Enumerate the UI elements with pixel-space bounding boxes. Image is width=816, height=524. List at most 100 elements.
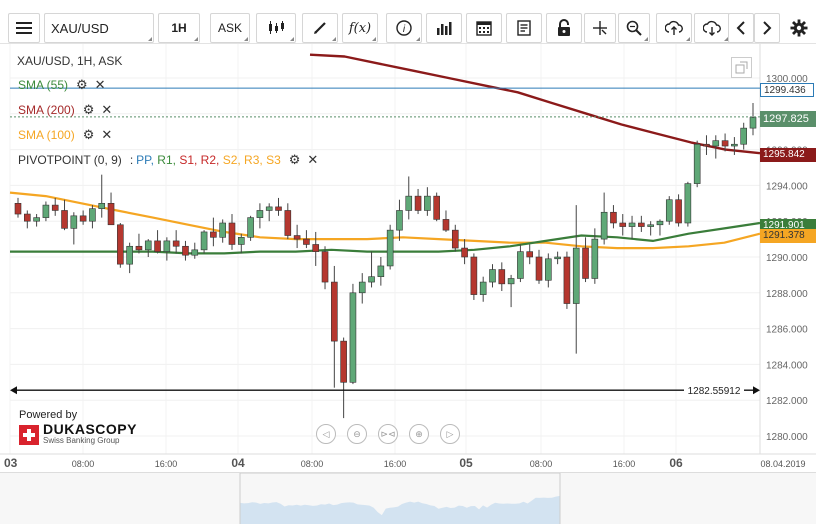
close-icon[interactable]: ✕ [101, 102, 113, 117]
candle-body [107, 203, 115, 226]
candle-body [461, 247, 468, 258]
candle-body [275, 206, 282, 211]
chart-title: XAU/USD, 1H, ASK [17, 54, 123, 68]
candle-body [517, 251, 524, 279]
indicators-button[interactable]: f(x) [342, 13, 378, 43]
indicator-sma55[interactable]: SMA (55) ⚙ ✕ [18, 77, 106, 93]
chart-type-button[interactable] [256, 13, 296, 43]
report-button[interactable] [506, 13, 542, 43]
close-icon[interactable]: ✕ [94, 77, 106, 92]
candle-body [79, 215, 87, 222]
settings-button[interactable] [786, 13, 812, 43]
gear-icon[interactable]: ⚙ [82, 102, 95, 117]
candle-body [386, 229, 394, 267]
candle-body [284, 210, 292, 236]
candle-body [656, 220, 664, 226]
menu-button[interactable] [8, 13, 40, 43]
settings-icon [790, 19, 808, 37]
x-tick-label: 06 [669, 456, 683, 470]
candle-body [237, 237, 245, 245]
fit-button[interactable]: ⊳⊲ [378, 424, 398, 444]
side-selector[interactable]: ASK [210, 13, 250, 43]
price-chart[interactable]: 1282.55912 1300.0001298.0001296.0001294.… [0, 44, 816, 524]
pivot-level-label: R1, [157, 153, 180, 167]
candle-body [535, 256, 543, 281]
zoom-icon [626, 20, 642, 36]
candle-body [331, 281, 338, 342]
gear-icon[interactable]: ⚙ [76, 77, 88, 92]
candle-body [684, 183, 692, 224]
sma100-line [9, 191, 761, 250]
crosshair-button[interactable] [584, 13, 616, 43]
scroll-left-button[interactable]: ◁ [316, 424, 336, 444]
prev-button[interactable] [728, 13, 754, 43]
y-tick-label: 1286.000 [766, 325, 808, 336]
candle-body [703, 143, 710, 147]
candle-body [126, 245, 133, 265]
candle-body [312, 244, 320, 252]
y-tick-label: 1284.000 [766, 360, 808, 371]
download-button[interactable] [694, 13, 730, 43]
x-tick-label: 08:00 [530, 459, 553, 469]
scroll-right-button[interactable]: ▷ [440, 424, 460, 444]
candle-body [479, 281, 487, 295]
zoom-in-button[interactable]: ⊕ [409, 424, 429, 444]
candle-body [424, 195, 431, 211]
indicator-sma100[interactable]: SMA (100) ⚙ ✕ [18, 127, 112, 143]
draw-tool-button[interactable] [302, 13, 338, 43]
x-tick-label: 04 [231, 456, 245, 470]
symbol-selector[interactable]: XAU/USD [44, 13, 154, 43]
zoom-out-icon: ⊖ [353, 428, 361, 439]
next-button[interactable] [754, 13, 780, 43]
indicator-pivotpoint[interactable]: PIVOTPOINT (0, 9) : PP, R1, S1, R2, S2, … [18, 152, 318, 168]
candle-body [154, 240, 161, 252]
candle-body [191, 249, 199, 256]
candle-body [321, 251, 329, 283]
zoom-button[interactable] [618, 13, 650, 43]
lock-button[interactable] [546, 13, 582, 43]
dukascopy-logo: DUKASCOPY Swiss Banking Group [19, 422, 137, 446]
navigator-strip[interactable] [0, 472, 816, 524]
menu-icon [16, 22, 32, 34]
low-label-bg [684, 383, 744, 397]
candle-body [349, 292, 357, 383]
x-tick-label: 16:00 [613, 459, 636, 469]
indicator-sma200[interactable]: SMA (200) ⚙ ✕ [18, 102, 112, 118]
calendar-button[interactable] [466, 13, 502, 43]
calendar-icon [476, 21, 492, 36]
gear-icon[interactable]: ⚙ [82, 127, 95, 142]
y-tick-label: 1294.000 [766, 181, 808, 192]
x-tick-label: 16:00 [384, 459, 407, 469]
gear-icon[interactable]: ⚙ [288, 152, 301, 167]
swiss-cross-icon [19, 424, 39, 445]
candle-body [247, 217, 254, 238]
y-tick-label: 1282.000 [766, 396, 808, 407]
candle-body [619, 222, 627, 227]
volume-button[interactable] [426, 13, 462, 43]
x-tick-label: 03 [4, 456, 18, 470]
upload-button[interactable] [656, 13, 692, 43]
candle-body [265, 206, 273, 211]
candle-body [610, 211, 617, 224]
expand-button[interactable] [731, 57, 752, 78]
candle-body [89, 208, 96, 222]
candle-body [545, 258, 552, 281]
chart-navigation: ◁ ⊖ ⊳⊲ ⊕ ▷ [316, 424, 471, 444]
info-button[interactable]: i [386, 13, 422, 43]
zoom-in-icon: ⊕ [415, 428, 423, 439]
candles [14, 103, 757, 419]
x-tick-label: 16:00 [155, 459, 178, 469]
candle-body [368, 276, 375, 283]
powered-by-text: Powered by [19, 409, 78, 421]
close-icon[interactable]: ✕ [307, 152, 319, 167]
candle-body [563, 256, 571, 304]
chevron-right-icon: ▷ [446, 428, 454, 439]
zoom-out-button[interactable]: ⊖ [347, 424, 367, 444]
sma100-price-tag: 1291.378 [760, 229, 816, 243]
timeframe-selector[interactable]: 1H [158, 13, 200, 43]
candle-body [33, 217, 40, 222]
candle-body [498, 269, 506, 285]
candle-body [740, 127, 747, 145]
close-icon[interactable]: ✕ [101, 127, 113, 142]
crosshair-icon [593, 21, 607, 35]
